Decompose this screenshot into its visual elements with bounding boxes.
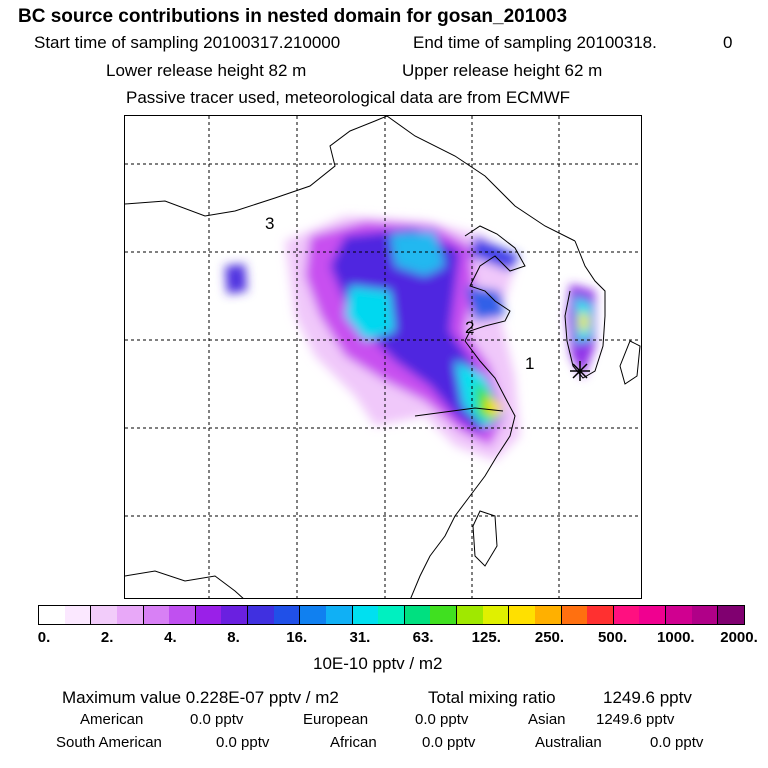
colorbar-segment — [143, 606, 170, 624]
graticule — [125, 116, 641, 598]
yangtze-river — [414, 407, 504, 417]
colorbar-segment — [691, 606, 719, 624]
colorbar-segment — [352, 606, 379, 624]
colorbar-tick-label: 2. — [100, 629, 114, 646]
upper-release-height: Upper release height 62 m — [402, 61, 603, 80]
colorbar-segment — [221, 606, 248, 624]
colorbar-segment — [613, 606, 640, 624]
colorbar-segment — [273, 606, 301, 624]
china-mongolia-border — [125, 116, 388, 217]
colorbar-tick-label: 1000. — [657, 629, 695, 646]
start-time-label: Start time of sampling 20100317.210000 — [34, 33, 341, 52]
colorbar-tick-label: 8. — [227, 629, 240, 646]
max-value-label: Maximum value 0.228E-07 pptv / m2 — [62, 688, 339, 707]
colorbar-segment — [195, 606, 222, 624]
colorbar-tick-label: 125. — [471, 629, 501, 646]
colorbar-segment — [325, 606, 353, 624]
northeast-border — [386, 116, 576, 242]
colorbar-tick-label: 16. — [286, 629, 308, 646]
tracer-note: Passive tracer used, meteorological data… — [126, 88, 571, 107]
end-time-suffix: 0 — [723, 33, 733, 52]
colorbar-unit: 10E-10 pptv / m2 — [313, 654, 443, 673]
source-american-name: American — [80, 711, 144, 728]
plume-yellow — [485, 396, 503, 418]
end-time-label: End time of sampling 20100318. — [413, 33, 657, 52]
colorbar-tick-label: 250. — [534, 629, 565, 646]
colorbar-segment — [718, 606, 744, 624]
coastlines — [125, 116, 641, 598]
source-asian-value: 1249.6 pptv — [596, 711, 675, 728]
map-panel: 3 2 1 — [124, 115, 642, 599]
plume-cyan-mid — [345, 286, 395, 341]
colorbar-segment — [64, 606, 92, 624]
plume-cyan-north — [390, 231, 445, 276]
colorbar-segment — [482, 606, 510, 624]
total-mixing-label: Total mixing ratio — [428, 688, 556, 707]
source-south-american-name: South American — [56, 734, 162, 751]
colorbar-segment — [169, 606, 196, 624]
colorbar-tick-label: 2000. — [720, 629, 758, 646]
source-african-name: African — [330, 734, 377, 751]
plume-shandong — [465, 286, 505, 321]
colorbar-tick-label: 31. — [349, 629, 371, 646]
plume-west-patch — [225, 264, 247, 294]
source-south-american-value: 0.0 pptv — [216, 734, 270, 751]
colorbar-segment — [666, 606, 692, 624]
plume-bohai — [470, 236, 520, 271]
map-canvas: 3 2 1 — [125, 116, 641, 598]
source-african-value: 0.0 pptv — [422, 734, 476, 751]
taiwan — [472, 510, 498, 567]
source-australian-name: Australian — [535, 734, 602, 751]
japan-kyushu — [619, 340, 641, 385]
colorbar-segment — [639, 606, 666, 624]
total-mixing-value: 1249.6 pptv — [603, 688, 692, 707]
colorbar-segment — [534, 606, 562, 624]
colorbar-segment — [378, 606, 405, 624]
east-china-coast — [410, 340, 516, 598]
colorbar-segment — [248, 606, 274, 624]
colorbar-segment — [587, 606, 614, 624]
colorbar-segment — [116, 606, 144, 624]
colorbar — [38, 605, 745, 625]
source-australian-value: 0.0 pptv — [650, 734, 704, 751]
colorbar-segment — [509, 606, 535, 624]
plume-korea-yellow — [579, 311, 589, 331]
colorbar-tick-label: 500. — [598, 629, 628, 646]
colorbar-segment — [457, 606, 483, 624]
colorbar-segment — [39, 606, 65, 624]
source-european-name: European — [303, 711, 369, 728]
receptor-label-3: 3 — [265, 214, 274, 233]
colorbar-tick-label: 0. — [37, 629, 51, 646]
bohai-coast — [464, 225, 526, 342]
asterisk-icon — [570, 361, 590, 381]
colorbar-segment — [91, 606, 117, 624]
colorbar-tick-label: 4. — [164, 629, 177, 646]
receptor-label-2: 2 — [465, 318, 474, 337]
colorbar-segment — [561, 606, 588, 624]
colorbar-tick-label: 63. — [412, 629, 434, 646]
figure-title: BC source contributions in nested domain… — [18, 6, 568, 27]
colorbar-segment — [430, 606, 457, 624]
source-european-value: 0.0 pptv — [415, 711, 469, 728]
colorbar-segment — [300, 606, 326, 624]
receptor-label-1: 1 — [525, 354, 534, 373]
concentration-field — [225, 216, 595, 461]
colorbar-segment — [404, 606, 431, 624]
source-asian-name: Asian — [528, 711, 566, 728]
lower-release-height: Lower release height 82 m — [106, 61, 307, 80]
plume-blue — [330, 228, 495, 434]
source-american-value: 0.0 pptv — [190, 711, 244, 728]
korea-coast — [564, 240, 606, 379]
hainan-coast — [125, 570, 244, 598]
